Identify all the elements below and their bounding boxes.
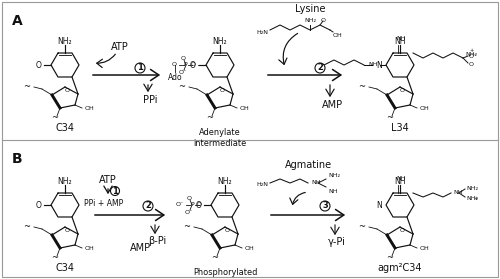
Text: NH: NH — [311, 181, 320, 186]
Text: ~: ~ — [52, 114, 59, 122]
Text: NH: NH — [368, 62, 378, 68]
Text: AMP: AMP — [130, 243, 150, 253]
Text: ~: ~ — [183, 222, 190, 232]
Circle shape — [110, 186, 120, 196]
Text: C34: C34 — [56, 123, 74, 133]
Text: OH: OH — [420, 246, 430, 251]
Text: PPi: PPi — [143, 95, 157, 105]
Text: 3: 3 — [322, 201, 328, 210]
Text: NH₂: NH₂ — [328, 173, 340, 178]
Text: O: O — [220, 88, 224, 93]
Text: AMP: AMP — [322, 100, 342, 110]
Text: P: P — [184, 61, 187, 66]
Text: 1: 1 — [137, 64, 143, 73]
Text: Ado: Ado — [168, 73, 182, 81]
Text: O: O — [180, 56, 186, 61]
Text: PPi + AMP: PPi + AMP — [84, 198, 124, 208]
Text: NH: NH — [394, 177, 406, 186]
Text: 2: 2 — [317, 64, 323, 73]
Text: N: N — [376, 61, 382, 69]
Text: ~: ~ — [23, 83, 30, 92]
Text: O: O — [197, 203, 202, 208]
Text: agm²C34: agm²C34 — [378, 263, 422, 273]
Text: H₂N: H₂N — [256, 30, 268, 35]
Text: O: O — [320, 18, 326, 23]
Text: +: + — [473, 196, 477, 201]
Text: O: O — [64, 229, 70, 234]
Text: OH: OH — [333, 33, 343, 38]
Text: NH₂: NH₂ — [58, 177, 72, 186]
Text: Lysine: Lysine — [295, 4, 325, 14]
Circle shape — [143, 201, 153, 211]
Text: β-Pi: β-Pi — [148, 236, 166, 246]
Text: ~: ~ — [212, 254, 218, 263]
Text: Phosphorylated
intermediate: Phosphorylated intermediate — [193, 268, 257, 279]
Text: ~: ~ — [386, 254, 394, 263]
Text: ATP: ATP — [99, 175, 117, 185]
Text: NH: NH — [396, 37, 406, 42]
Text: O: O — [172, 62, 177, 68]
Text: ~: ~ — [52, 254, 59, 263]
Circle shape — [315, 63, 325, 73]
Text: ~: ~ — [358, 222, 365, 232]
Text: L34: L34 — [391, 123, 409, 133]
Text: NH₂: NH₂ — [304, 18, 316, 23]
Text: NH: NH — [328, 189, 338, 194]
Text: NH₂: NH₂ — [58, 37, 72, 45]
Text: B: B — [12, 152, 22, 166]
Text: NH₂: NH₂ — [212, 37, 228, 45]
Text: NH: NH — [453, 191, 462, 196]
Text: O⁻: O⁻ — [179, 69, 187, 74]
Text: NH₂: NH₂ — [466, 186, 478, 191]
Text: O⁻: O⁻ — [176, 203, 184, 208]
Circle shape — [135, 63, 145, 73]
Text: +: + — [469, 47, 473, 52]
Text: OH: OH — [245, 246, 255, 251]
Text: O: O — [35, 201, 41, 210]
Text: 1: 1 — [112, 186, 118, 196]
Text: N: N — [376, 201, 382, 210]
Text: O: O — [469, 61, 474, 66]
Text: γ-Pi: γ-Pi — [328, 237, 346, 247]
Text: NH: NH — [394, 37, 406, 45]
Text: O: O — [191, 62, 196, 68]
Text: OH: OH — [85, 246, 95, 251]
Text: OH: OH — [85, 105, 95, 110]
Text: ~: ~ — [178, 83, 185, 92]
Text: ~: ~ — [206, 114, 214, 122]
Text: O: O — [35, 61, 41, 69]
Text: OH: OH — [420, 105, 430, 110]
Text: ~: ~ — [358, 83, 365, 92]
Text: NH: NH — [396, 177, 406, 182]
Text: Adenylate
intermediate: Adenylate intermediate — [194, 128, 246, 148]
Text: O: O — [190, 61, 196, 69]
Text: O⁻: O⁻ — [185, 210, 193, 215]
Text: O: O — [400, 88, 404, 93]
Text: P: P — [190, 201, 194, 206]
Text: A: A — [12, 14, 23, 28]
Text: ~: ~ — [386, 114, 394, 122]
Text: O: O — [64, 88, 70, 93]
Text: ~: ~ — [23, 222, 30, 232]
Text: O⁻: O⁻ — [469, 54, 477, 59]
Text: H₂N: H₂N — [256, 182, 268, 187]
Text: NH₂: NH₂ — [218, 177, 232, 186]
Text: C34: C34 — [56, 263, 74, 273]
Text: 2: 2 — [145, 201, 151, 210]
Text: Agmatine: Agmatine — [284, 160, 332, 170]
Text: NH₂: NH₂ — [465, 52, 477, 57]
Circle shape — [320, 201, 330, 211]
Text: O: O — [400, 229, 404, 234]
Text: OH: OH — [240, 105, 250, 110]
Text: NH₂: NH₂ — [466, 196, 478, 201]
Text: ATP: ATP — [111, 42, 129, 52]
Text: O: O — [186, 196, 192, 201]
Text: O: O — [195, 201, 201, 210]
Text: O: O — [224, 229, 230, 234]
